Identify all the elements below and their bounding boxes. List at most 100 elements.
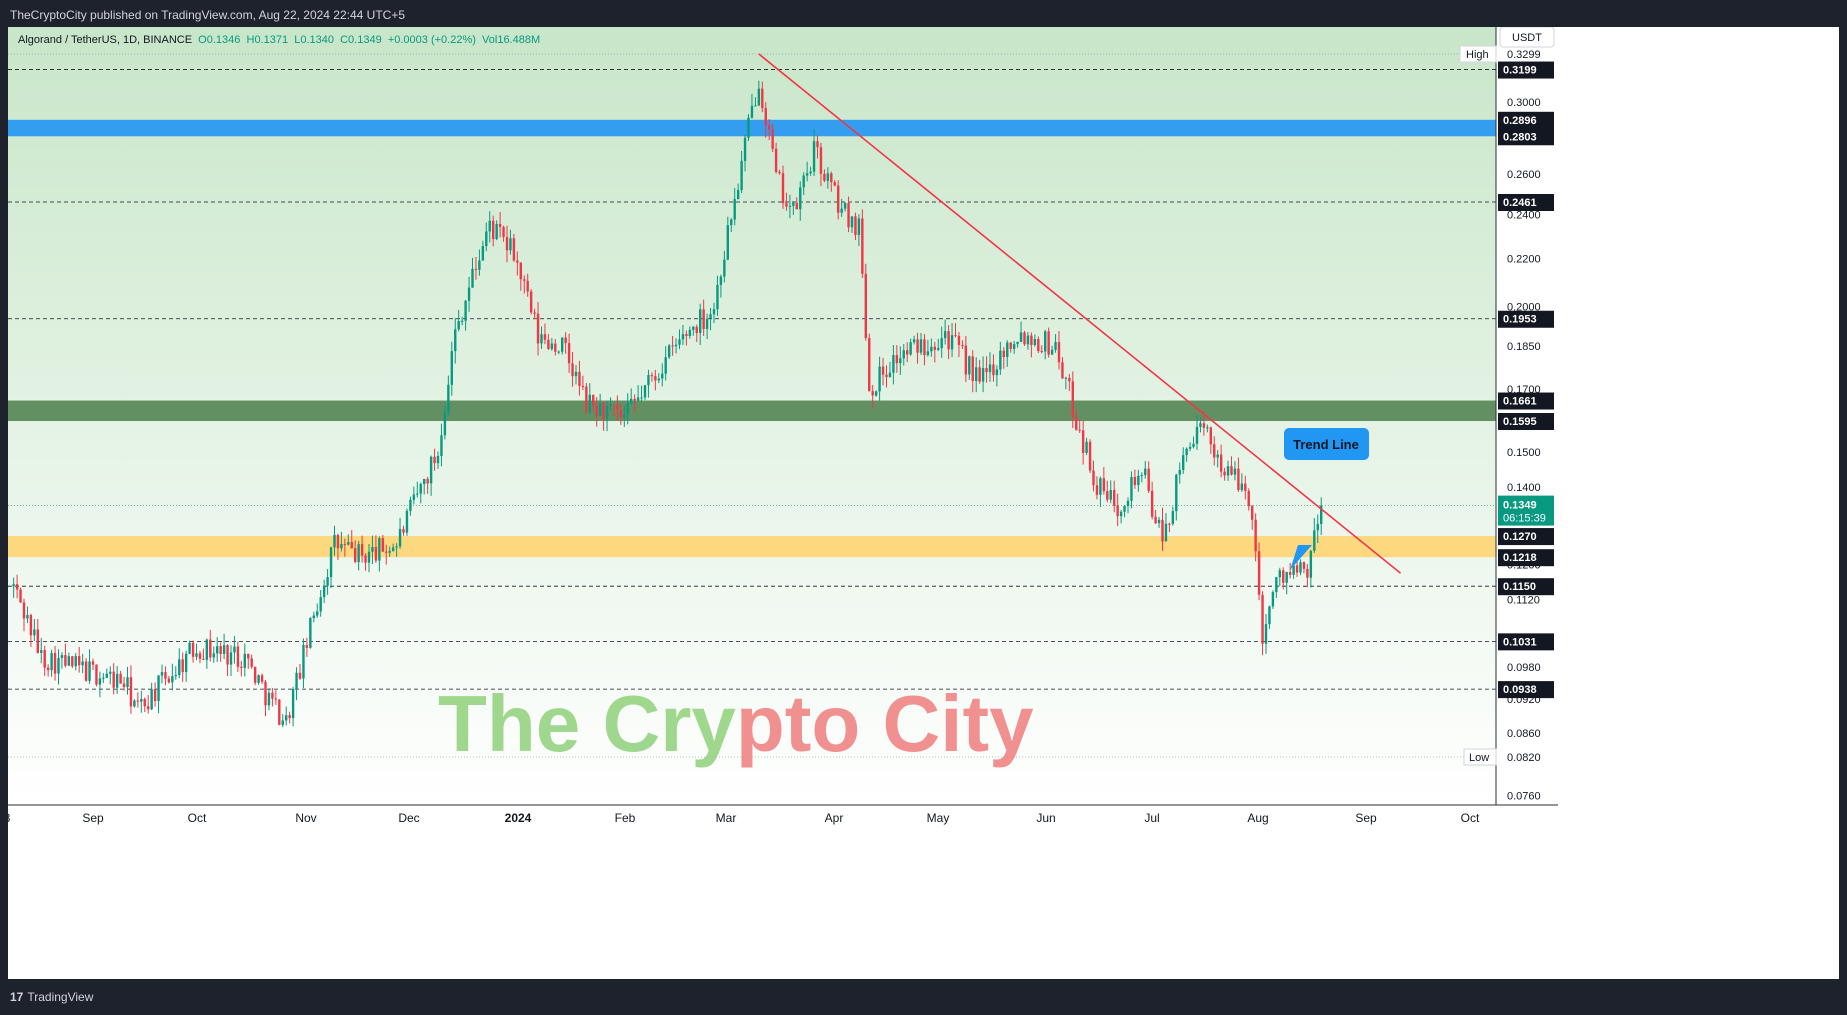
- candle-body: [322, 585, 326, 598]
- candle-body: [874, 391, 878, 396]
- candle-body: [319, 597, 322, 612]
- candle-body: [1257, 551, 1261, 595]
- candle-body: [1219, 454, 1223, 472]
- candle-body: [805, 173, 809, 176]
- candle-body: [454, 329, 457, 352]
- chart-frame[interactable]: The Crypto City Trend Line 0.3000 0.2600 0…: [8, 27, 1839, 979]
- high-tag: [1459, 45, 1497, 63]
- candle-body: [1113, 490, 1116, 506]
- tradingview-logo[interactable]: 17 TradingView: [10, 990, 93, 1004]
- trend-line-callout[interactable]: [1284, 428, 1369, 460]
- candle-body: [1047, 331, 1050, 355]
- candle-body: [419, 484, 422, 494]
- candle-body: [1064, 377, 1068, 379]
- symbol-info: Algorand / TetherUS, 1D, BINANCE O0.1346…: [18, 34, 540, 46]
- candle-body: [364, 555, 367, 563]
- candle-body: [209, 639, 212, 658]
- candle-body: [636, 397, 640, 401]
- candle-body: [588, 394, 591, 412]
- candle-body: [978, 367, 981, 382]
- chart-svg[interactable]: The Crypto City Trend Line 0.3000 0.2600 0…: [8, 27, 1839, 979]
- candle-body: [274, 698, 278, 700]
- candle-body: [519, 262, 522, 280]
- candle-body: [602, 402, 605, 420]
- time-axis-background[interactable]: [8, 805, 1496, 831]
- candle-body: [906, 350, 909, 355]
- candle-body: [1226, 466, 1230, 476]
- candle-body: [571, 363, 574, 377]
- candle-body: [188, 642, 191, 654]
- trend-line[interactable]: [758, 53, 1402, 574]
- bottom-bar: 17 TradingView: [0, 979, 1847, 1015]
- candle-body: [1316, 523, 1319, 531]
- candle-body: [1126, 500, 1130, 506]
- candle-body: [740, 160, 743, 191]
- candle-body: [426, 478, 429, 484]
- candle-body: [837, 185, 840, 213]
- candle-body: [302, 644, 305, 679]
- candle-body: [398, 529, 402, 547]
- candle-body: [285, 715, 288, 721]
- candle-body: [964, 345, 968, 375]
- candle-body: [1268, 606, 1271, 625]
- candle-body: [826, 173, 830, 181]
- candle-body: [1271, 592, 1275, 607]
- candle-body: [1188, 446, 1192, 449]
- candle-body: [171, 676, 174, 683]
- candle-body: [1106, 491, 1109, 500]
- candle-body: [198, 653, 202, 659]
- candle-body: [212, 653, 215, 658]
- candle-body: [91, 661, 95, 665]
- candle-body: [288, 715, 291, 719]
- candle-body: [43, 650, 46, 668]
- watermark: The Crypto City: [438, 679, 1034, 768]
- candle-body: [961, 344, 964, 346]
- candle-body: [785, 203, 788, 207]
- candle-body: [374, 546, 378, 561]
- candle-body: [716, 284, 719, 310]
- candle-body: [1168, 523, 1171, 525]
- x-tick-label: 2024: [505, 811, 532, 825]
- candle-body: [381, 538, 384, 552]
- candle-body: [360, 544, 364, 556]
- candle-body: [995, 369, 999, 376]
- candle-body: [1299, 562, 1302, 573]
- candle-body: [1254, 519, 1257, 552]
- candle-body: [930, 346, 933, 352]
- candle-body: [1251, 506, 1254, 520]
- candle-body: [205, 639, 209, 660]
- candle-body: [633, 398, 636, 401]
- x-tick-label: Mar: [716, 811, 737, 825]
- candle-body: [95, 664, 98, 685]
- candle-body: [630, 398, 633, 403]
- candle-body: [912, 339, 916, 343]
- candle-body: [467, 287, 471, 301]
- price-badge: [1498, 681, 1554, 699]
- candle-body: [830, 173, 833, 183]
- candle-body: [143, 699, 146, 707]
- open-value: O0.1346: [198, 34, 241, 46]
- candle-body: [150, 689, 153, 710]
- candle-body: [402, 529, 405, 533]
- candle-body: [140, 699, 143, 702]
- candle-body: [612, 404, 616, 406]
- candle-body: [674, 344, 678, 347]
- candle-body: [336, 534, 340, 549]
- candle-body: [333, 534, 336, 548]
- high-tag-label: High: [1466, 49, 1489, 61]
- candle-body: [309, 617, 312, 648]
- candle-body: [281, 720, 284, 725]
- candle-body: [350, 542, 353, 549]
- candle-body: [60, 655, 64, 659]
- candle-body: [157, 675, 160, 702]
- candle-body: [436, 456, 440, 464]
- candle-body: [564, 337, 567, 344]
- candle-body: [267, 692, 271, 706]
- candle-body: [191, 642, 195, 657]
- currency-button[interactable]: [1499, 27, 1555, 48]
- candle-body: [1199, 423, 1202, 427]
- candle-body: [788, 205, 792, 207]
- low-tag-label: Low: [1469, 752, 1489, 764]
- candle-body: [1161, 519, 1164, 542]
- candle-body: [450, 351, 453, 385]
